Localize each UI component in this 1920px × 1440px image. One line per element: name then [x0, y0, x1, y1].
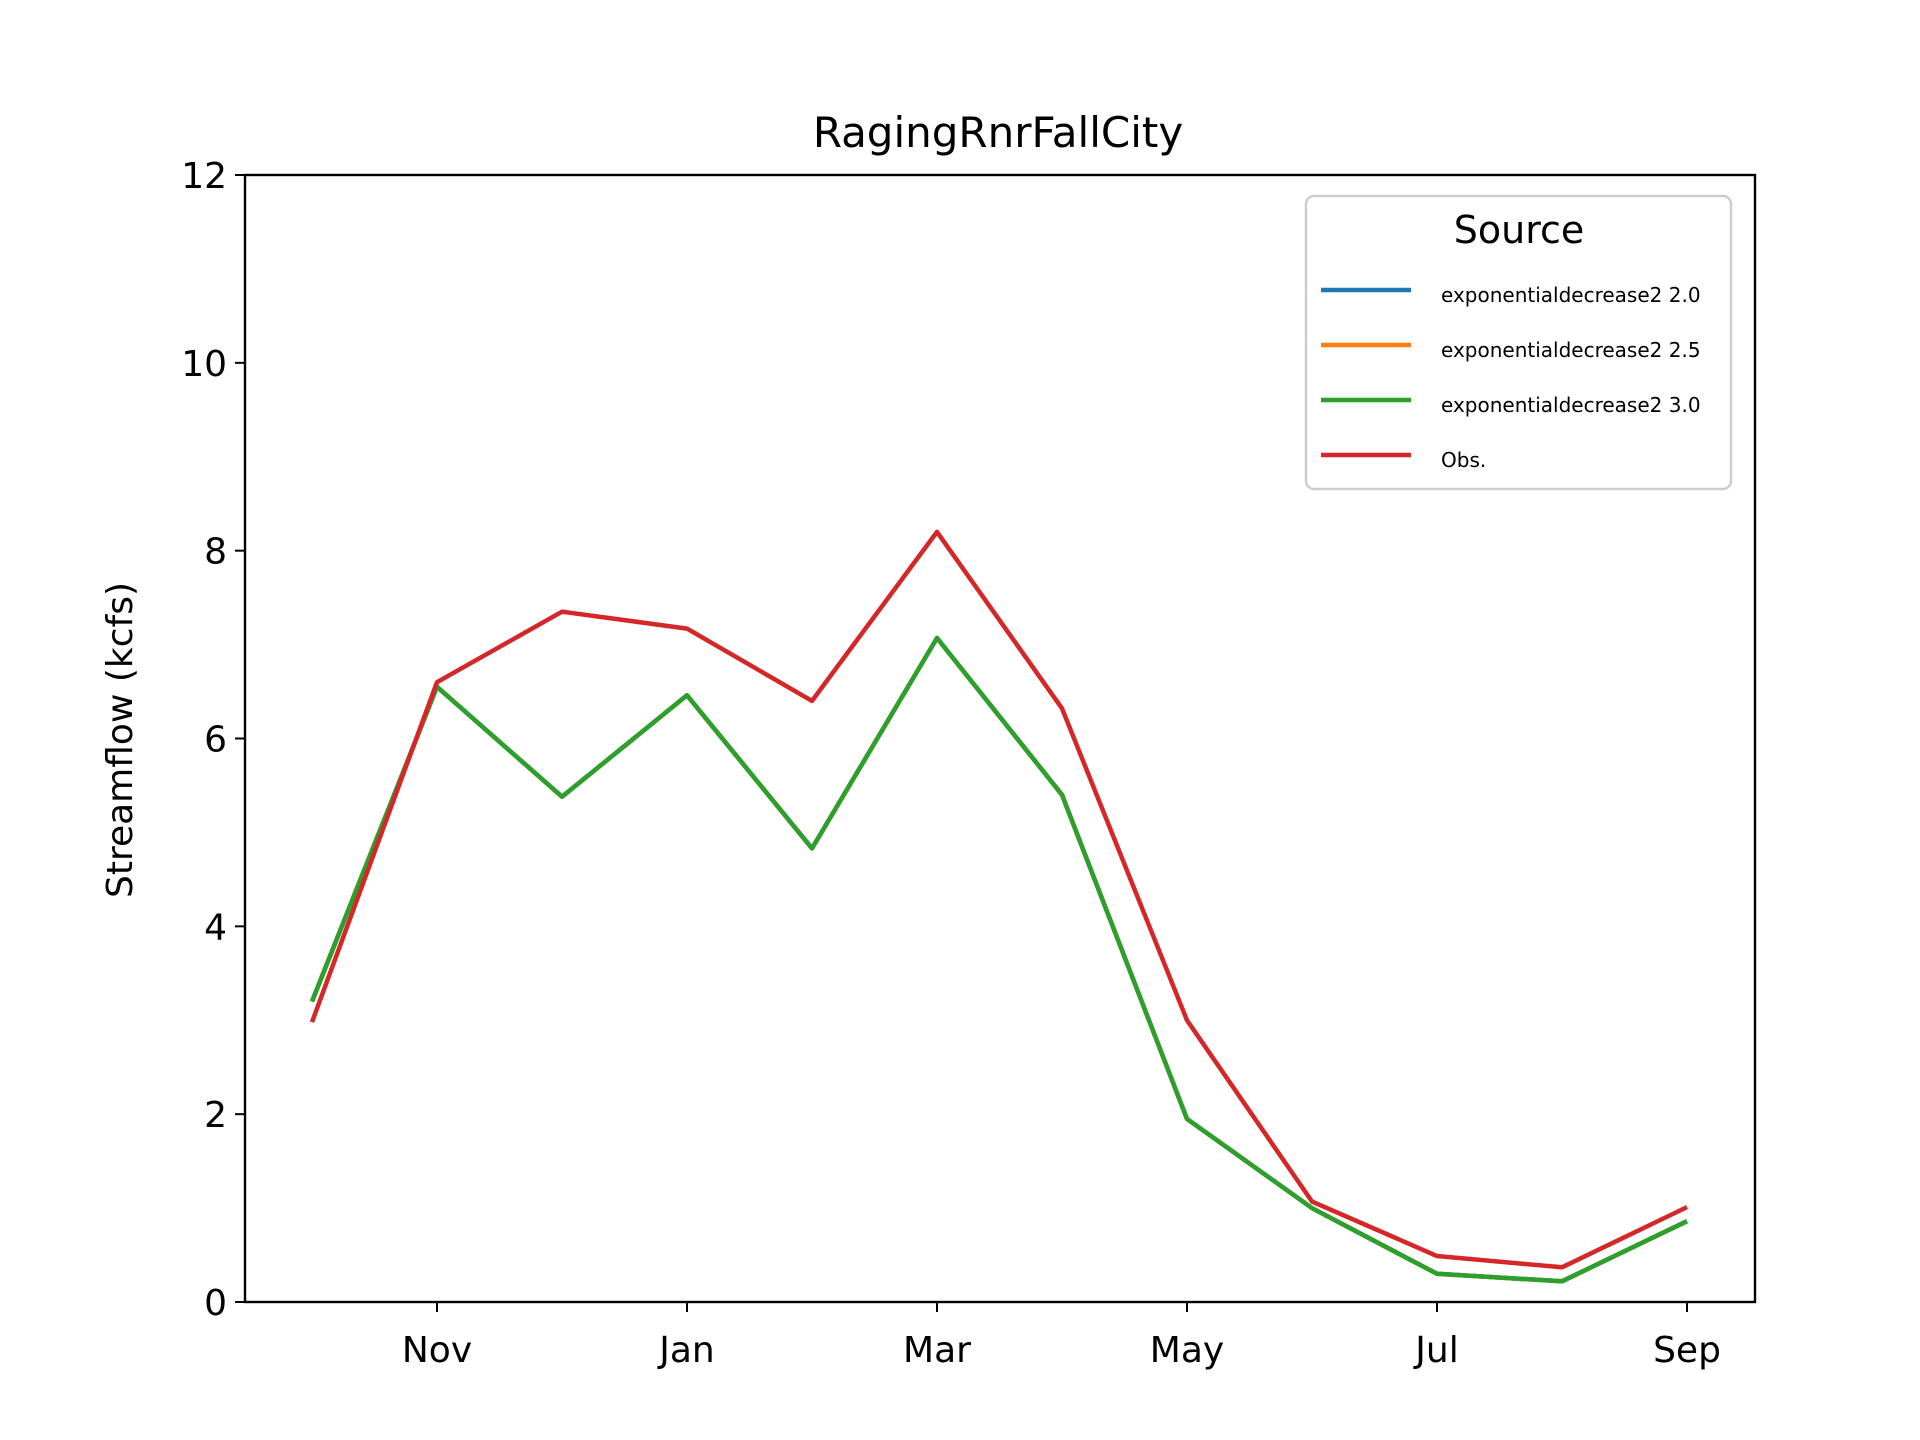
axes-frame — [243, 173, 1757, 1304]
y-axis: 0 2 4 6 8 10 12 — [181, 156, 245, 1324]
legend-label: exponentialdecrease2 2.0 — [1441, 283, 1701, 307]
x-axis: Nov Jan Mar May Jul Sep — [402, 1302, 1721, 1371]
plot-area: 0 2 4 6 8 10 12 Nov Jan Mar May Jul Sep — [181, 156, 1757, 1371]
y-axis-label: Streamflow (kcfs) — [100, 582, 141, 898]
legend-label: exponentialdecrease2 3.0 — [1441, 393, 1701, 417]
y-tick-label: 2 — [204, 1095, 227, 1136]
chart-title: RagingRnrFallCity — [813, 108, 1183, 157]
y-tick-label: 6 — [204, 720, 227, 761]
y-tick-label: 0 — [204, 1283, 227, 1324]
x-tick-label: May — [1150, 1330, 1224, 1371]
x-tick-label: Mar — [903, 1330, 971, 1371]
y-tick-label: 4 — [204, 907, 227, 948]
series-line-2 — [309, 635, 1688, 1284]
legend: Source exponentialdecrease2 2.0exponenti… — [1304, 194, 1733, 491]
x-tick-label: Sep — [1653, 1330, 1721, 1371]
legend-label: exponentialdecrease2 2.5 — [1441, 338, 1701, 362]
legend-label: Obs. — [1441, 448, 1486, 472]
legend-box — [1304, 194, 1733, 491]
y-tick-label: 10 — [181, 344, 227, 385]
y-tick-label: 12 — [181, 156, 227, 197]
series-lines — [309, 529, 1688, 1284]
y-tick-label: 8 — [204, 532, 227, 573]
series-line-3 — [309, 529, 1688, 1270]
x-tick-label: Jul — [1413, 1330, 1458, 1371]
legend-title: Source — [1454, 208, 1585, 252]
legend-entries: exponentialdecrease2 2.0 exponentialdecre… — [1321, 283, 1701, 472]
x-tick-label: Jan — [657, 1330, 715, 1371]
x-tick-label: Nov — [402, 1330, 472, 1371]
